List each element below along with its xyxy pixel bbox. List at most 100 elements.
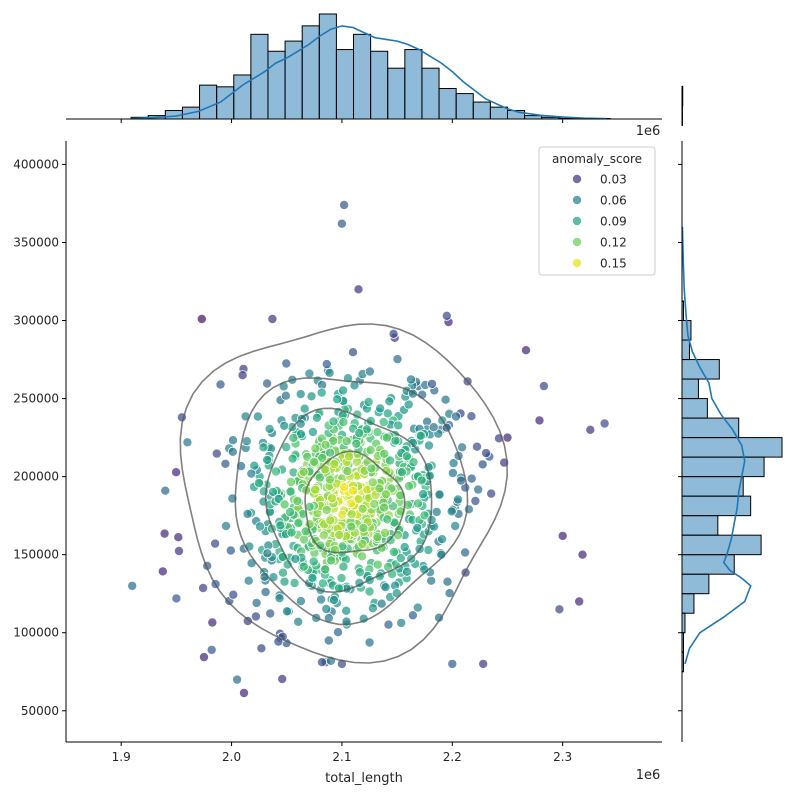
scatter-point — [353, 284, 364, 295]
scatter-point — [339, 199, 350, 210]
scatter-point — [293, 616, 304, 627]
scatter-point — [396, 467, 407, 478]
x-hist-bar — [199, 84, 218, 120]
scatter-point — [280, 390, 291, 401]
scatter-point — [343, 451, 354, 462]
main-scatter-area — [127, 199, 610, 699]
scatter-point — [307, 426, 318, 437]
scatter-point — [246, 468, 257, 479]
scatter-point — [308, 556, 319, 567]
y-hist-bar — [681, 85, 684, 107]
scatter-point — [253, 477, 264, 488]
x-hist-bar — [387, 67, 406, 120]
scatter-point — [433, 612, 444, 623]
y-hist-bar — [681, 534, 762, 556]
y-hist-bar — [681, 495, 752, 517]
scatter-point — [399, 542, 410, 553]
legend-marker — [572, 194, 583, 205]
scatter-point — [353, 494, 364, 505]
scatter-point — [390, 435, 401, 446]
y-hist-bar — [681, 456, 765, 478]
scatter-point — [478, 658, 489, 669]
x-hist-bar — [301, 25, 320, 120]
kde-contours — [179, 323, 509, 664]
scatter-point — [466, 473, 477, 484]
scatter-point — [338, 385, 349, 396]
scatter-point — [252, 411, 263, 422]
scatter-point — [401, 451, 412, 462]
y-tick-label: 150000 — [13, 548, 59, 562]
x-hist-bar — [267, 50, 286, 120]
x-axis-label: total_length — [325, 771, 403, 786]
scatter-point — [481, 448, 492, 459]
scatter-point — [396, 617, 407, 628]
scatter-point — [332, 394, 343, 405]
scatter-point — [381, 489, 392, 500]
scatter-point — [349, 380, 360, 391]
x-hist-bar — [335, 49, 355, 120]
scatter-point — [366, 463, 377, 474]
x-tick-label: 1.9 — [112, 750, 131, 764]
legend-label: 0.15 — [600, 257, 627, 271]
scatter-point — [243, 575, 254, 586]
scatter-point — [574, 596, 585, 607]
scatter-point — [285, 486, 296, 497]
scatter-point — [237, 370, 248, 381]
scatter-point — [262, 454, 273, 465]
scatter-point — [220, 458, 231, 469]
scatter-point — [557, 530, 568, 541]
scatter-point — [232, 674, 243, 685]
scatter-point — [354, 427, 365, 438]
scatter-point — [277, 674, 288, 685]
scatter-point — [267, 486, 278, 497]
scatter-point — [577, 549, 588, 560]
y-tick-label: 100000 — [13, 626, 59, 640]
scatter-point — [381, 465, 392, 476]
scatter-point — [423, 545, 434, 556]
scatter-point — [210, 538, 221, 549]
scatter-point — [470, 495, 481, 506]
scatter-point — [426, 378, 437, 389]
y-tick-label: 300000 — [13, 314, 59, 328]
scatter-point — [351, 438, 362, 449]
scatter-point — [441, 310, 452, 321]
scatter-point — [265, 608, 276, 619]
scatter-point — [338, 417, 349, 428]
scatter-point — [289, 578, 300, 589]
scatter-point — [405, 374, 416, 385]
scatter-point — [320, 439, 331, 450]
scatter-point — [251, 597, 262, 608]
scatter-point — [521, 345, 532, 356]
scatter-point — [159, 528, 170, 539]
scatter-point — [365, 445, 376, 456]
x-hist-bar — [318, 13, 337, 120]
top-offset-label: 1e6 — [636, 124, 661, 139]
scatter-point — [419, 510, 430, 521]
legend: anomaly_score 0.03 0.06 0.09 0.12 0.15 — [538, 146, 656, 276]
y-hist-bar — [681, 573, 710, 595]
legend-marker — [572, 257, 583, 268]
scatter-point — [250, 611, 261, 622]
scatter-point — [317, 452, 328, 463]
scatter-point — [258, 442, 269, 453]
scatter-point — [307, 572, 318, 583]
x-hist-bar — [404, 49, 423, 120]
scatter-point — [279, 420, 290, 431]
x-hist-bar — [421, 67, 440, 120]
scatter-point — [173, 532, 184, 543]
scatter-point — [376, 598, 387, 609]
scatter-point — [413, 498, 424, 509]
scatter-point — [339, 481, 350, 492]
scatter-point — [328, 435, 339, 446]
scatter-point — [436, 549, 447, 560]
y-tick-label: 350000 — [13, 235, 59, 249]
scatter-point — [382, 514, 393, 525]
scatter-point — [357, 539, 368, 550]
scatter-point — [372, 427, 383, 438]
scatter-point — [290, 553, 301, 564]
x-offset-label: 1e6 — [636, 768, 661, 783]
scatter-point — [160, 485, 171, 496]
scatter-point — [599, 418, 610, 429]
scatter-point — [388, 547, 399, 558]
